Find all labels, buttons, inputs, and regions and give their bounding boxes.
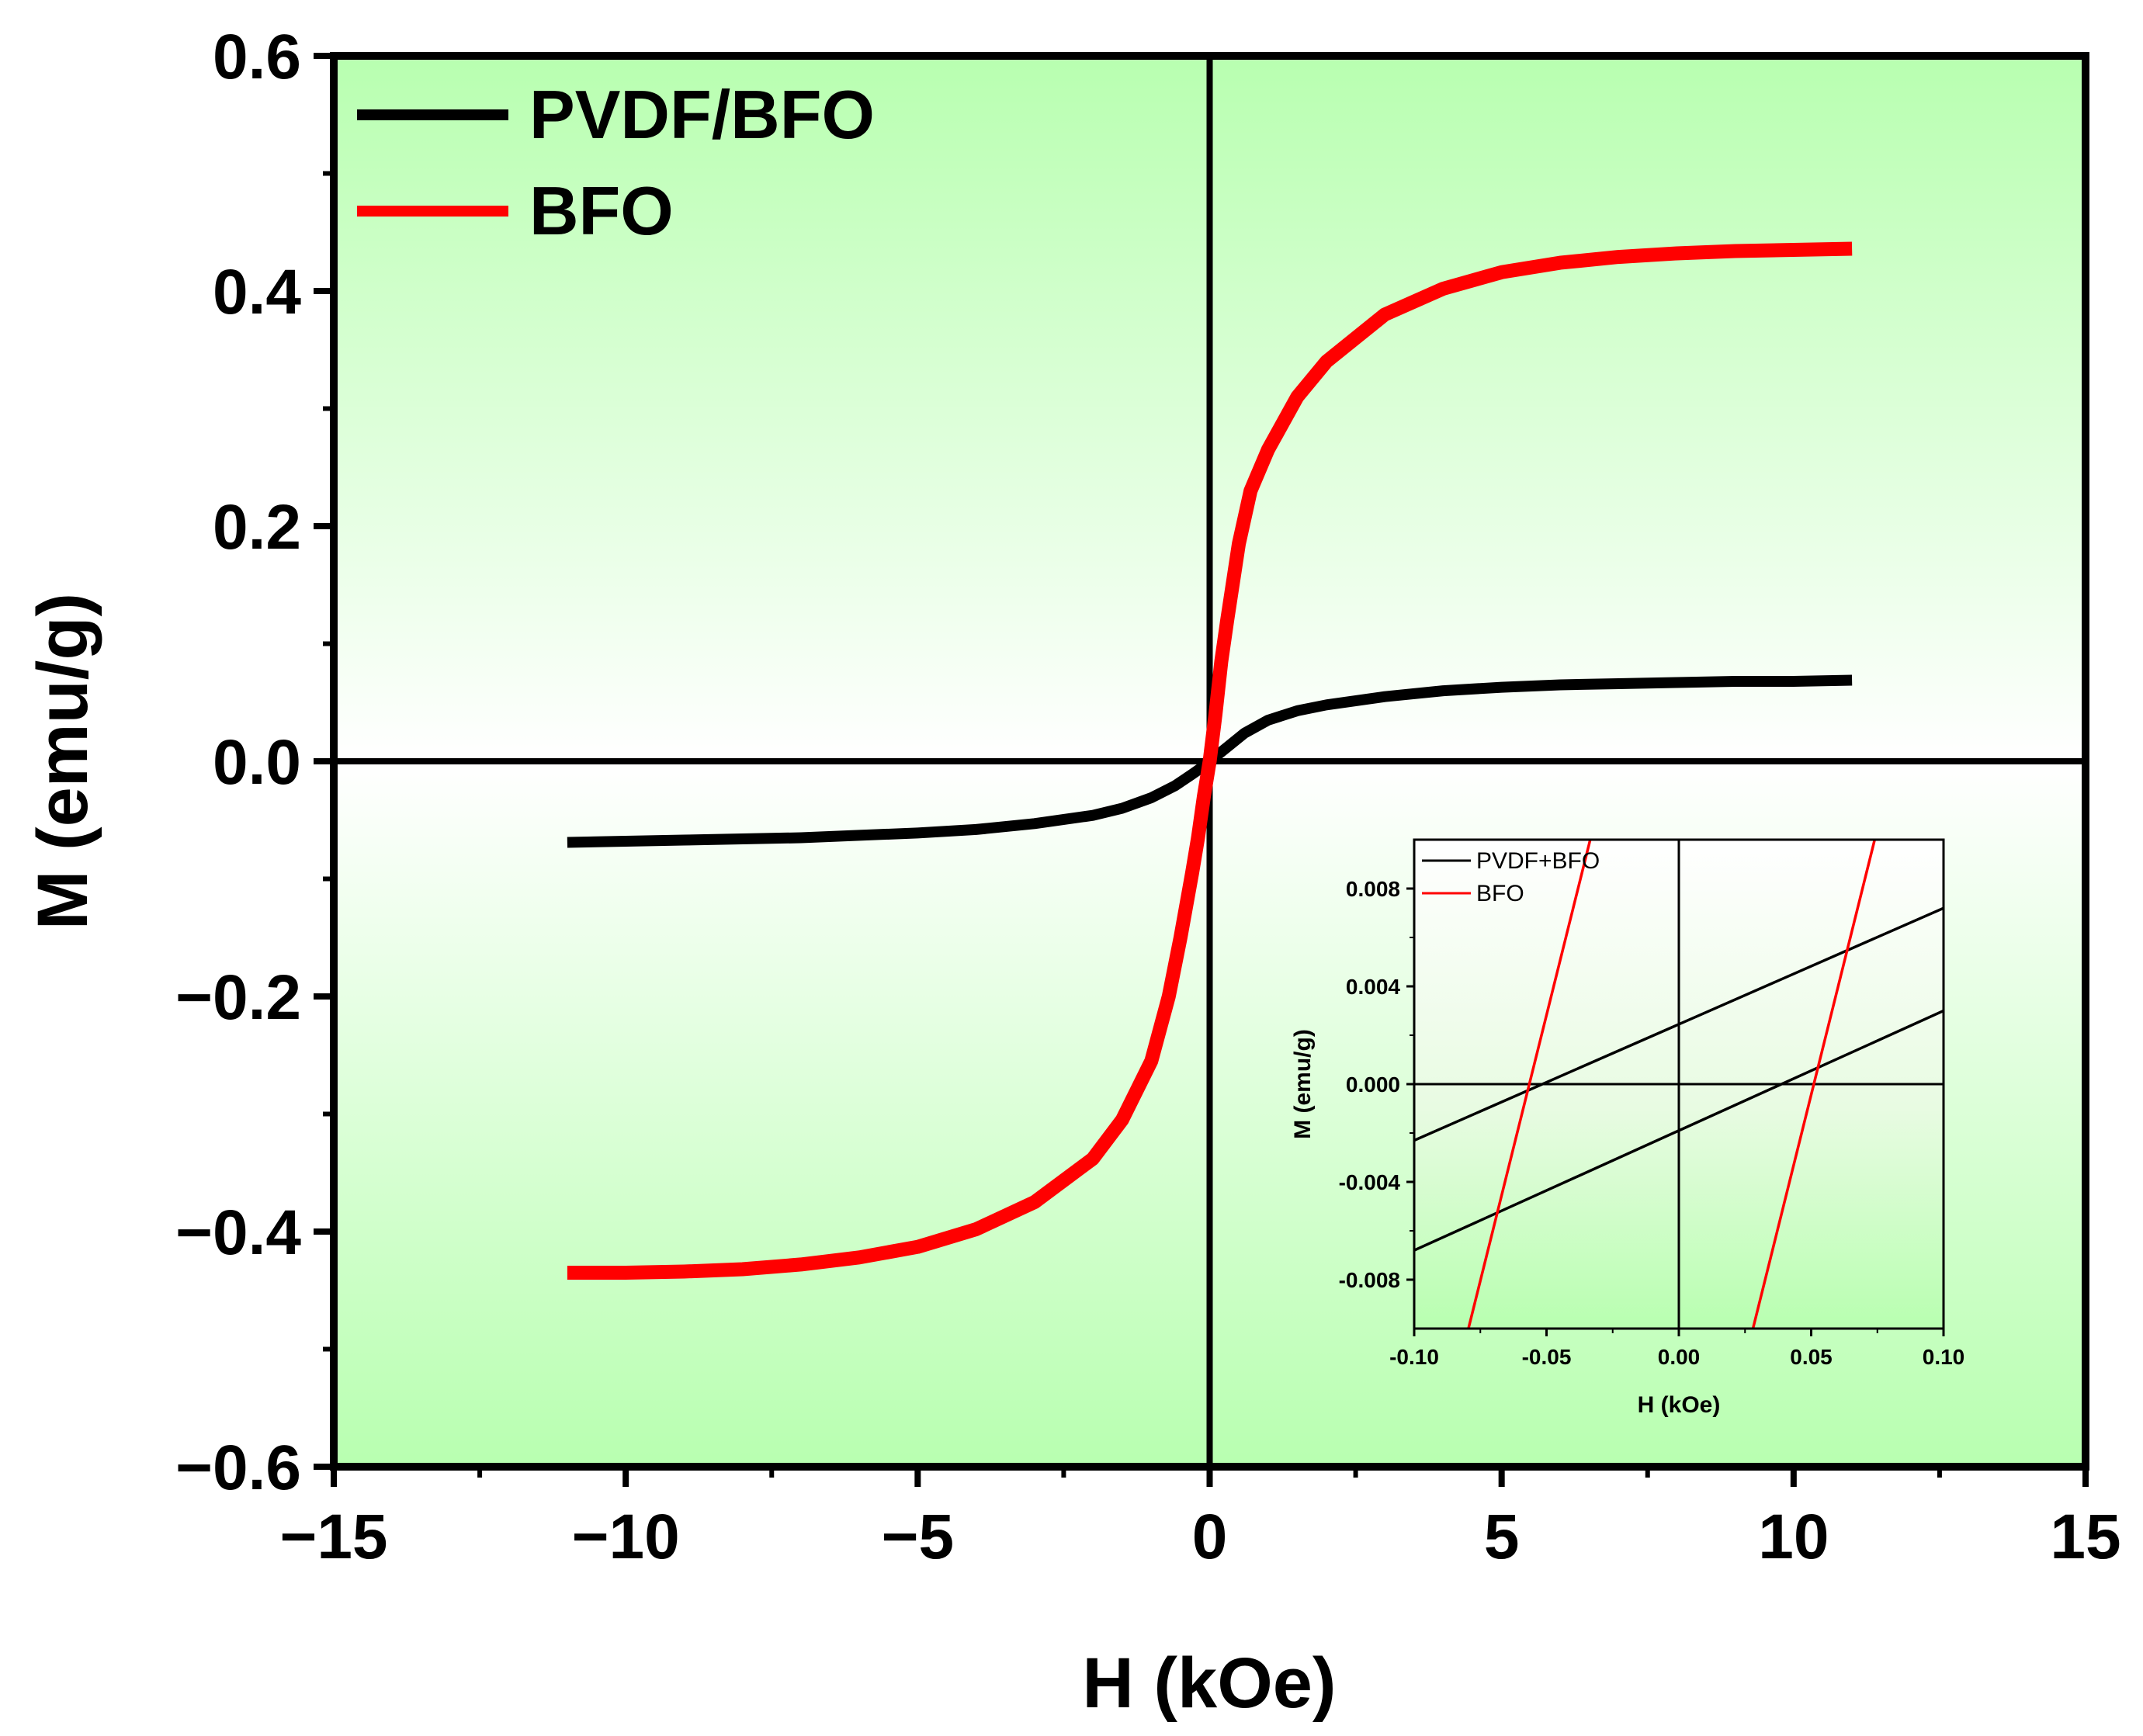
x-tick-label: −15 — [279, 1502, 387, 1572]
x-axis-title: H (kOe) — [1082, 1644, 1336, 1723]
y-tick-label: 0.6 — [213, 22, 301, 92]
inset-series-line-pvdf-bfo-upper — [1414, 906, 1944, 1142]
inset-y-tick-label: -0.008 — [1339, 1268, 1400, 1292]
y-tick-label: 0.0 — [213, 727, 301, 798]
x-tick-label: 5 — [1484, 1502, 1520, 1572]
inset-series-line-pvdf-bfo-lower — [1414, 1009, 1944, 1252]
legend-item-bfo: BFO — [357, 172, 674, 249]
inset-series-line-bfo-left — [1467, 840, 1592, 1329]
series-line-bfo — [567, 241, 1853, 1280]
legend-label-bfo: BFO — [529, 172, 674, 249]
inset-legend-label-bfo: BFO — [1476, 881, 1524, 906]
x-tick-label: 10 — [1758, 1502, 1829, 1572]
legend: PVDF/BFO BFO — [357, 76, 875, 249]
legend-label-pvdf-bfo: PVDF/BFO — [529, 76, 875, 153]
inset-legend: PVDF+BFO BFO — [1422, 848, 1600, 906]
inset-y-tick-label: 0.000 — [1346, 1072, 1400, 1097]
inset-x-tick-label: 0.00 — [1658, 1345, 1701, 1369]
inset-x-axis-title: H (kOe) — [1638, 1392, 1721, 1418]
inset-y-axis-title: M (emu/g) — [1290, 1029, 1316, 1139]
y-tick-label: 0.2 — [213, 492, 301, 563]
inset-x-tick-label: -0.10 — [1389, 1345, 1439, 1369]
inset-x-tick-label: 0.10 — [1923, 1345, 1965, 1369]
x-tick-label: 15 — [2050, 1502, 2120, 1572]
inset-plot-area: -0.10 -0.05 0.00 0.05 0.10 0.008 0.004 0.000 -0… — [1290, 838, 1965, 1418]
inset-series-line-bfo-right — [1751, 840, 1876, 1329]
y-axis-title: M (emu/g) — [23, 593, 102, 930]
inset-y-tick-label: -0.004 — [1339, 1170, 1401, 1194]
y-tick-label: −0.6 — [175, 1433, 301, 1503]
inset-x-tick-label: 0.05 — [1790, 1345, 1833, 1369]
y-tick-label: −0.2 — [175, 962, 301, 1033]
inset-y-tick-label: 0.008 — [1346, 877, 1400, 901]
inset-x-tick-label: -0.05 — [1522, 1345, 1572, 1369]
x-tick-label: 0 — [1192, 1502, 1228, 1572]
legend-item-pvdf-bfo: PVDF/BFO — [357, 76, 875, 153]
inset-y-tick-label: 0.004 — [1346, 975, 1400, 999]
x-tick-label: −10 — [572, 1502, 680, 1572]
y-tick-label: 0.4 — [213, 257, 301, 327]
x-tick-label: −5 — [882, 1502, 955, 1572]
y-tick-label: −0.4 — [175, 1197, 301, 1268]
inset-legend-label-pvdf-bfo: PVDF+BFO — [1476, 848, 1600, 874]
